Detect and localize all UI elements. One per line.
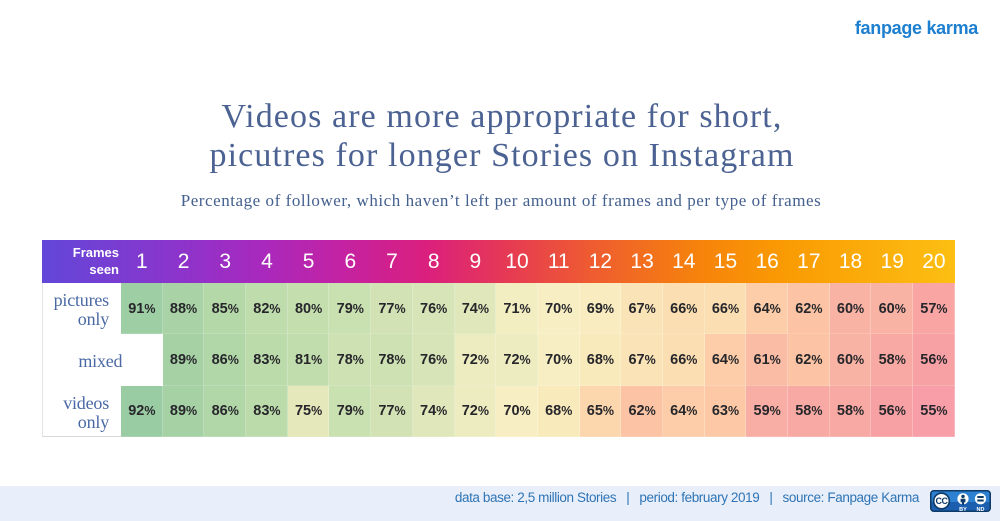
svg-text:ND: ND	[977, 507, 985, 512]
svg-text:BY: BY	[959, 507, 967, 512]
svg-text:CC: CC	[936, 496, 949, 506]
